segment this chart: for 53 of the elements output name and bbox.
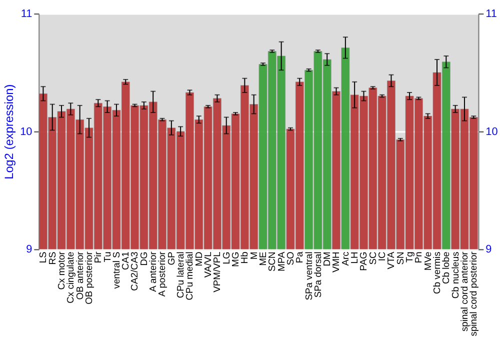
x-tick-label: LS: [37, 252, 48, 264]
x-tick-label: VA/VL: [202, 252, 214, 278]
x-tick-label: VTA: [385, 250, 396, 270]
x-tick-label: Tu: [101, 252, 112, 262]
x-tick-label: CA1: [120, 252, 131, 270]
x-tick-label: SC: [366, 251, 378, 265]
x-tick-label: Tg: [404, 252, 414, 263]
y2-tick-label: 11: [486, 8, 497, 20]
x-tick-label: A posterior: [156, 252, 168, 297]
x-tick-label: CA2/CA3: [128, 252, 140, 291]
x-tick-label: CPu lateral: [174, 252, 186, 298]
x-tick-label: Cx motor: [55, 252, 66, 290]
x-tick-label: A anterior: [147, 252, 158, 292]
x-tick-label: MVe: [422, 252, 433, 270]
x-tick-label: MD: [192, 251, 204, 266]
x-tick-label: RS: [46, 252, 58, 265]
y-tick-label: 11: [20, 8, 32, 20]
x-tick-label: Cb lobe: [440, 252, 452, 284]
x-tick-label: spinal cord anterior: [458, 252, 470, 332]
x-tick-label: IC: [376, 251, 388, 262]
x-tick-label: Cb nucleus: [449, 251, 460, 299]
x-tick-label: Pir: [92, 252, 104, 264]
x-tick-label: M: [248, 252, 259, 260]
x-tick-label: LH: [348, 251, 360, 264]
x-tick-label: LG: [220, 252, 232, 264]
x-tick-label: SN: [394, 251, 406, 265]
x-tick-label: VMH: [330, 251, 342, 273]
x-tick-label: Pa: [294, 250, 305, 264]
y2-tick-label: 9: [486, 244, 492, 256]
x-tick-label: CPu medial: [184, 252, 195, 300]
x-tick-label: MPA: [275, 250, 286, 272]
y2-tick-label: 10: [486, 126, 498, 138]
x-tick-label: SPa ventral: [302, 252, 314, 300]
y-axis-title: Log2 (expression): [2, 84, 16, 180]
x-tick-label: DM: [321, 252, 332, 266]
x-tick-label: DG: [138, 252, 149, 266]
x-tick-label: Arc: [339, 251, 350, 266]
x-tick-label: ME: [256, 252, 268, 266]
y-tick-label: 9: [26, 244, 32, 256]
x-tick-label: spinal cord posterior: [468, 252, 479, 336]
x-tick-label: MG: [229, 252, 240, 267]
x-tick-label: SCN: [266, 251, 278, 272]
x-tick-label: PAG: [358, 252, 369, 271]
x-tick-label: Hb: [238, 252, 250, 264]
x-tick-label: ventral S: [110, 252, 122, 289]
x-tick-label: SO: [284, 252, 296, 266]
x-tick-label: SPa dorsal: [312, 252, 323, 298]
x-tick-label: OB posterior: [82, 252, 94, 304]
y-tick-label: 10: [20, 126, 32, 138]
x-tick-label: VPM/VPL: [211, 252, 222, 292]
x-tick-label: Cx cingulate: [64, 252, 76, 304]
x-tick-label: GP: [165, 252, 176, 266]
x-tick-label: Cb vermis: [430, 251, 442, 294]
